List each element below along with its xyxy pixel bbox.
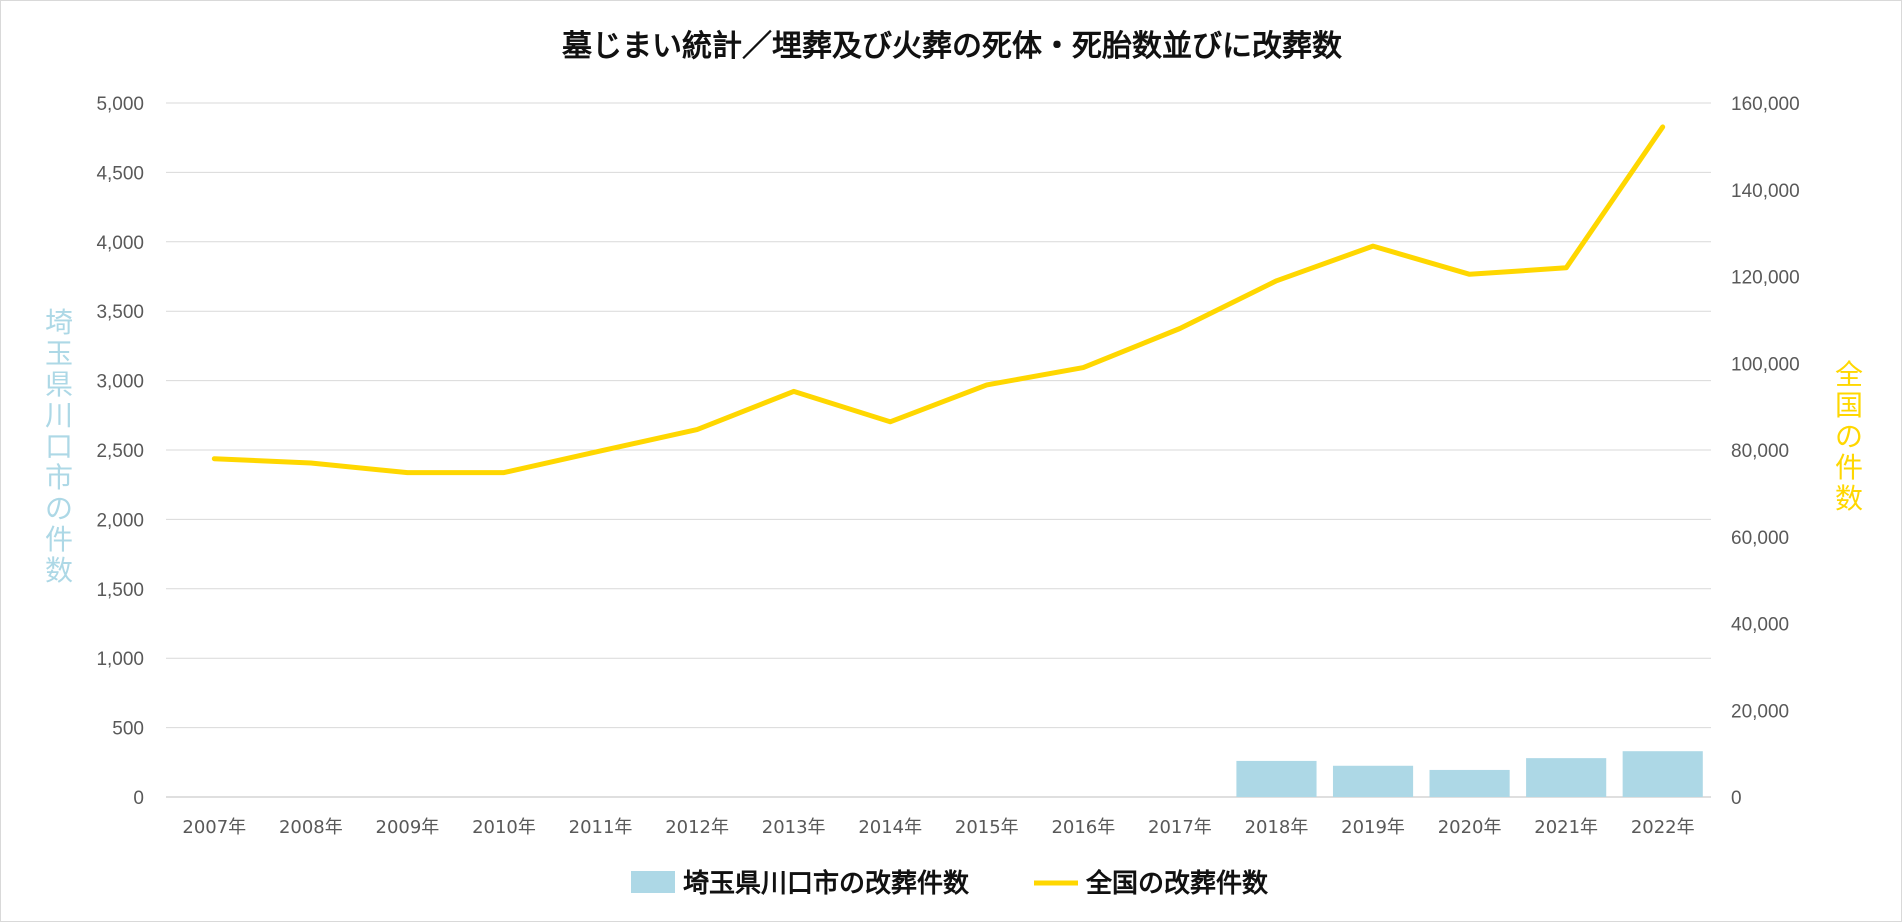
left-y-tick-label: 500	[112, 719, 144, 740]
chart-title: 墓じまい統計／埋葬及び火葬の死体・死胎数並びに改葬数	[561, 29, 1343, 64]
bar	[1623, 751, 1703, 797]
left-y-tick-label: 0	[133, 788, 144, 809]
bar-series	[1236, 751, 1702, 797]
series-line	[214, 127, 1662, 473]
right-axis-title-text: 全国の件数	[1835, 358, 1863, 515]
x-tick-label: 2019年	[1341, 817, 1405, 838]
x-tick-label: 2013年	[762, 817, 826, 838]
left-axis-title-text: 埼玉県川口市の件数	[45, 306, 73, 587]
right-y-tick-label: 20,000	[1731, 701, 1789, 722]
right-y-tick-label: 60,000	[1731, 528, 1789, 549]
x-axis: 2007年 2008年 2009年 2010年 2011年 2012年 2013年 2014年…	[182, 817, 1694, 838]
bar	[1526, 758, 1606, 797]
right-y-tick-label: 140,000	[1731, 181, 1800, 202]
line-series	[214, 127, 1663, 473]
left-y-axis: 0 500 1,000 1,500 2,000 2,500 3,000 3,500 4,000 4…	[96, 94, 144, 809]
right-y-tick-label: 0	[1731, 788, 1742, 809]
x-tick-label: 2009年	[376, 817, 440, 838]
x-tick-label: 2017年	[1148, 817, 1212, 838]
right-y-tick-label: 100,000	[1731, 354, 1800, 375]
left-axis-title: 埼玉県川口市の件数	[45, 306, 73, 587]
x-tick-label: 2010年	[472, 817, 536, 838]
left-y-tick-label: 3,500	[96, 302, 144, 323]
legend: 埼玉県川口市の改葬件数 全国の改葬件数	[631, 868, 1269, 899]
right-y-axis: 0 20,000 40,000 60,000 80,000 100,000 120,000 1…	[1731, 94, 1800, 809]
right-y-tick-label: 160,000	[1731, 94, 1800, 115]
legend-swatch-bar	[631, 871, 675, 893]
x-tick-label: 2022年	[1631, 817, 1695, 838]
gridlines	[166, 103, 1711, 797]
right-y-tick-label: 40,000	[1731, 615, 1789, 636]
legend-label-bar: 埼玉県川口市の改葬件数	[683, 868, 970, 899]
left-y-tick-label: 4,000	[96, 233, 144, 254]
right-y-tick-label: 80,000	[1731, 441, 1789, 462]
left-y-tick-label: 1,000	[96, 649, 144, 670]
left-y-tick-label: 4,500	[96, 163, 144, 184]
x-tick-label: 2007年	[182, 817, 246, 838]
x-tick-label: 2011年	[569, 817, 633, 838]
right-y-tick-label: 120,000	[1731, 268, 1800, 289]
x-tick-label: 2008年	[279, 817, 343, 838]
x-tick-label: 2015年	[955, 817, 1019, 838]
left-y-tick-label: 5,000	[96, 94, 144, 115]
right-axis-title: 全国の件数	[1835, 358, 1863, 515]
x-tick-label: 2014年	[858, 817, 922, 838]
bar	[1430, 770, 1510, 797]
left-y-tick-label: 2,500	[96, 441, 144, 462]
x-tick-label: 2021年	[1534, 817, 1598, 838]
x-tick-label: 2020年	[1438, 817, 1502, 838]
x-tick-label: 2018年	[1245, 817, 1309, 838]
left-y-tick-label: 1,500	[96, 580, 144, 601]
x-tick-label: 2016年	[1051, 817, 1115, 838]
x-tick-label: 2012年	[665, 817, 729, 838]
bar	[1236, 761, 1316, 797]
legend-label-line: 全国の改葬件数	[1085, 868, 1269, 899]
left-y-tick-label: 3,000	[96, 372, 144, 393]
left-y-tick-label: 2,000	[96, 510, 144, 531]
bar	[1333, 766, 1413, 797]
